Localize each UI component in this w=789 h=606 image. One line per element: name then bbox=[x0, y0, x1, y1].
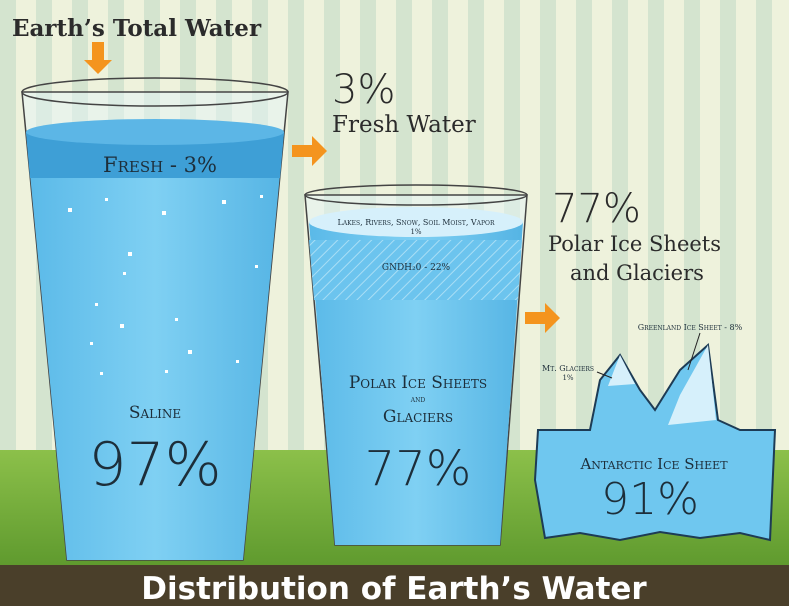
ground-label: GNDH₂0 - 22% bbox=[382, 263, 451, 273]
saline-label: Saline bbox=[129, 403, 181, 423]
polar-callout-label-1: Polar Ice Sheets bbox=[548, 232, 721, 256]
surface-percent: 1% bbox=[410, 228, 421, 236]
fresh-band-label: Fresh - 3% bbox=[103, 153, 217, 177]
polar-label-2: and bbox=[410, 395, 426, 405]
polar-callout-percent: 77% bbox=[552, 186, 641, 232]
header-title: Earth’s Total Water bbox=[12, 15, 262, 42]
fresh-percent: 3% bbox=[332, 67, 395, 113]
polar-callout-label-2: and Glaciers bbox=[570, 261, 704, 285]
surface-label: Lakes, Rivers, Snow, Soil Moist, Vapor bbox=[338, 218, 495, 227]
polar-label-3: Glaciers bbox=[383, 407, 453, 427]
polar-percent: 77% bbox=[365, 441, 472, 497]
infographic: Fresh - 3% Saline 97% Earth’s Total Wate… bbox=[0, 0, 789, 606]
polar-label-1: Polar Ice Sheets bbox=[349, 373, 487, 393]
water-surface bbox=[26, 119, 284, 145]
mt-glaciers-label: Mt. Glaciers bbox=[542, 364, 594, 373]
footer-title: Distribution of Earth’s Water bbox=[141, 571, 647, 606]
saline-percent: 97% bbox=[88, 430, 221, 500]
fresh-label: Fresh Water bbox=[332, 112, 476, 138]
greenland-label: Greenland Ice Sheet - 8% bbox=[638, 323, 743, 332]
antarctic-label: Antarctic Ice Sheet bbox=[579, 455, 728, 473]
antarctic-percent: 91% bbox=[601, 474, 699, 525]
mt-glaciers-percent: 1% bbox=[562, 374, 573, 382]
